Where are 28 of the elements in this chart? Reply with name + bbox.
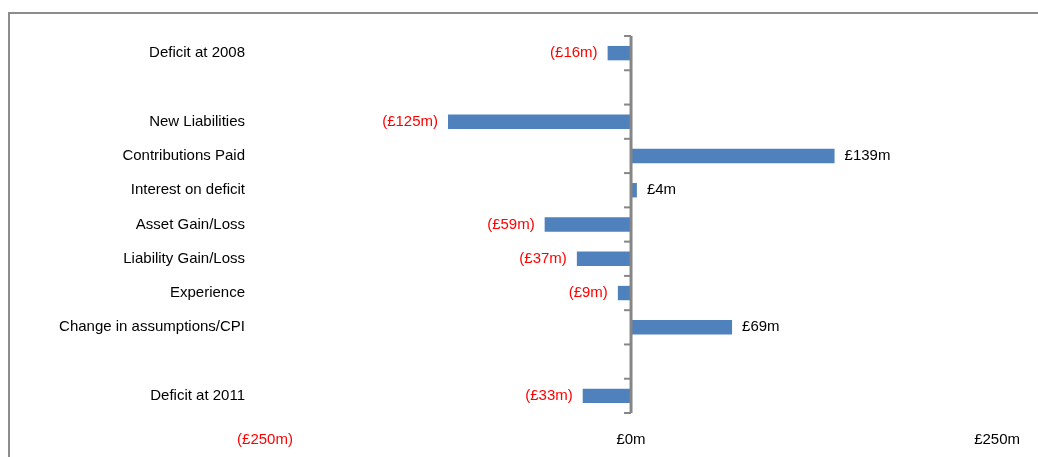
data-label: £69m xyxy=(742,317,780,335)
data-label: £4m xyxy=(646,180,677,198)
bar xyxy=(448,114,632,129)
bar xyxy=(582,388,632,404)
data-label: (£37m) xyxy=(519,248,567,266)
y-tick-label: Contributions Paid xyxy=(122,146,245,164)
bar xyxy=(544,217,632,232)
x-tick-label: £0m xyxy=(616,430,646,448)
data-label: (£9m) xyxy=(568,283,608,301)
y-tick-label: Asset Gain/Loss xyxy=(135,214,245,232)
y-tick-label: New Liabilities xyxy=(149,111,245,129)
data-label: (£16m) xyxy=(550,43,598,61)
y-tick-label: Deficit at 2008 xyxy=(149,43,245,61)
bar xyxy=(631,320,733,335)
y-tick-label: Liability Gain/Loss xyxy=(123,248,245,266)
y-tick-label: Interest on deficit xyxy=(130,180,246,198)
data-label: £139m xyxy=(844,146,891,164)
data-label: (£59m) xyxy=(487,214,535,232)
bar xyxy=(631,148,835,164)
x-tick-label: (£250m) xyxy=(237,430,293,448)
x-tick-label: £250m xyxy=(974,430,1021,448)
y-tick-label: Change in assumptions/CPI xyxy=(59,317,245,335)
data-label: (£125m) xyxy=(382,111,439,129)
bar xyxy=(576,251,632,266)
data-label: (£33m) xyxy=(525,386,573,403)
bar xyxy=(607,45,632,61)
y-tick-label: Deficit at 2011 xyxy=(150,386,245,403)
y-tick-label: Experience xyxy=(169,283,245,301)
